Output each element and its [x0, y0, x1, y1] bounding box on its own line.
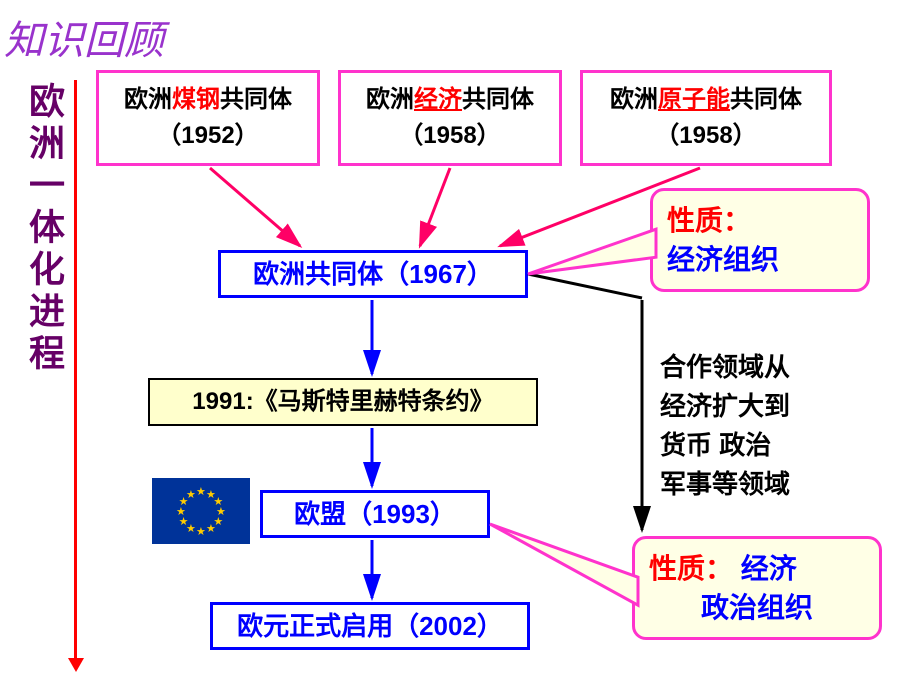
euro-text: 欧元正式启用（2002） — [237, 607, 503, 646]
cooperation-expansion-note: 合作领域从经济扩大到货币 政治军事等领域 — [660, 348, 790, 504]
callout2-body-post: 政治组织 — [649, 588, 865, 627]
nature-callout-political: 性质： 经济 政治组织 — [632, 536, 882, 640]
eu-flag-icon: ★★★★★★★★★★★★ — [152, 478, 250, 544]
ec-text: 欧洲共同体（1967） — [253, 255, 493, 294]
nature-callout-economic: 性质： 经济组织 — [650, 188, 870, 292]
euro-launch-box: 欧元正式启用（2002） — [210, 602, 530, 650]
eu-box: 欧盟（1993） — [260, 490, 490, 538]
community-box-2: 欧洲原子能共同体（1958） — [580, 70, 832, 166]
callout2-label: 性质： — [649, 553, 733, 584]
treaty-text: 1991:《马斯特里赫特条约》 — [192, 384, 493, 420]
vertical-process-label: 欧洲一体化进程 — [18, 82, 70, 376]
timeline-arrow — [74, 80, 77, 660]
callout2-body-pre: 经济 — [741, 553, 797, 584]
callout1-label: 性质： — [667, 205, 751, 236]
european-community-box: 欧洲共同体（1967） — [218, 250, 528, 298]
callout1-body: 经济组织 — [667, 244, 779, 275]
community-box-0: 欧洲煤钢共同体（1952） — [96, 70, 320, 166]
community-box-1: 欧洲经济共同体（1958） — [338, 70, 562, 166]
review-title: 知识回顾 — [4, 8, 164, 66]
eu-text: 欧盟（1993） — [294, 495, 456, 534]
maastricht-treaty-box: 1991:《马斯特里赫特条约》 — [148, 378, 538, 426]
